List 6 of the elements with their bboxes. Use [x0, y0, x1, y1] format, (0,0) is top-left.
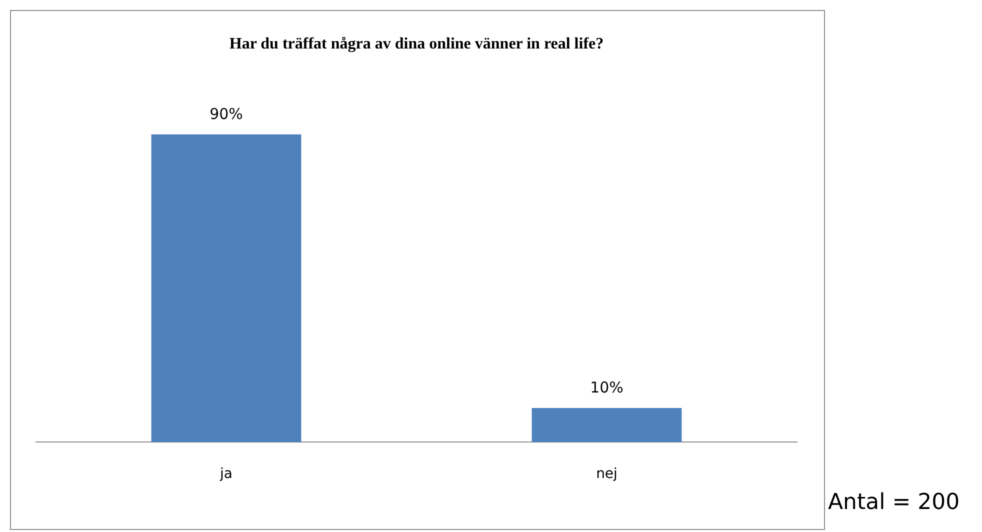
data-label: 10% — [590, 378, 624, 396]
x-tick-label: ja — [219, 466, 232, 482]
text: Antal = 200 — [828, 490, 960, 515]
data-label: 90% — [210, 104, 243, 123]
chart-title: Har du träffat några av dina online vänner in real life? — [229, 36, 604, 53]
x-tick-label: nej — [596, 466, 618, 482]
